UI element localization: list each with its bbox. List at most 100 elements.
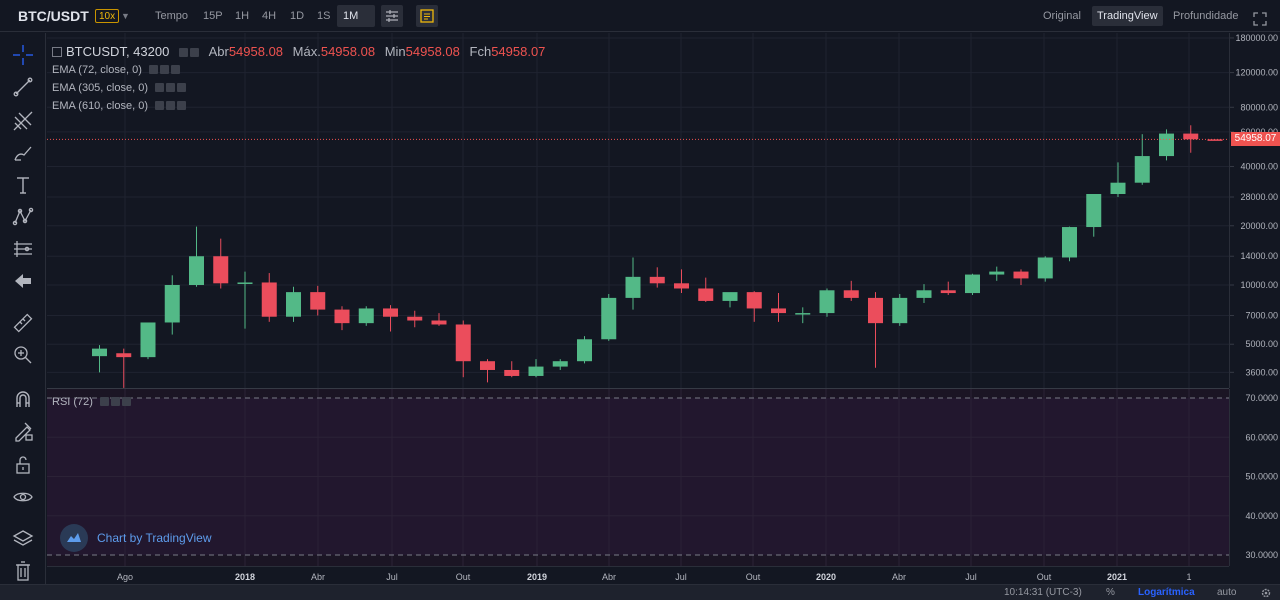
candle-body — [164, 285, 180, 323]
price-chart[interactable] — [47, 33, 1229, 388]
tab-profundidade[interactable]: Profundidade — [1173, 10, 1239, 22]
candle-body — [407, 316, 423, 321]
crosshair-icon[interactable] — [11, 43, 35, 67]
notes-icon[interactable] — [416, 5, 438, 27]
prediction-icon[interactable] — [11, 237, 35, 261]
visibility-icon[interactable] — [100, 397, 110, 406]
close-icon[interactable] — [177, 101, 187, 110]
close-icon[interactable] — [122, 397, 132, 406]
tab-original[interactable]: Original — [1043, 10, 1081, 22]
ema-72-legend: EMA (72, close, 0) — [52, 62, 180, 78]
percent-toggle[interactable]: % — [1106, 587, 1115, 598]
leverage-badge[interactable]: 10x — [95, 9, 120, 23]
candle-body — [1207, 139, 1223, 141]
candle-body — [528, 366, 544, 376]
settings-icon[interactable] — [111, 397, 121, 406]
candle-body — [674, 283, 689, 289]
settings-icon[interactable] — [159, 65, 169, 74]
candle-body — [1013, 271, 1029, 279]
time-tick-label: 2018 — [235, 572, 255, 582]
lock-drawing-icon[interactable] — [11, 419, 35, 443]
visibility-icon[interactable] — [178, 48, 188, 57]
ema-610-label: EMA (610, close, 0) — [52, 100, 148, 112]
low-label: Min — [384, 44, 406, 59]
candle-body — [1159, 133, 1174, 157]
candle-body — [237, 282, 253, 284]
unlock-icon[interactable] — [11, 453, 35, 477]
trendline-icon[interactable] — [11, 75, 35, 99]
time-tick-label: Jul — [965, 572, 977, 582]
interval-1h[interactable]: 1H — [235, 10, 250, 22]
time-tick-label: 2019 — [527, 572, 547, 582]
candle-body — [916, 290, 932, 298]
ruler-icon[interactable] — [11, 311, 35, 335]
tab-tradingview[interactable]: TradingView — [1092, 6, 1163, 26]
eye-icon[interactable] — [11, 485, 35, 509]
price-tick-label: 180000.00 — [1235, 33, 1278, 43]
gear-icon[interactable] — [1260, 587, 1272, 599]
high-value: 54958.08 — [320, 44, 376, 59]
settings-icon[interactable] — [166, 101, 176, 110]
rsi-pane[interactable] — [47, 389, 1229, 566]
tradingview-watermark[interactable]: Chart by TradingView — [60, 524, 230, 552]
interval-4h[interactable]: 4H — [262, 10, 277, 22]
candle-body — [1037, 257, 1053, 279]
trash-icon[interactable] — [11, 559, 35, 583]
candle-body — [649, 276, 665, 284]
zoom-in-icon[interactable] — [11, 343, 35, 367]
layers-icon[interactable] — [11, 527, 35, 551]
magnet-icon[interactable] — [11, 387, 35, 411]
rsi-axis[interactable]: 70.0000 60.0000 50.0000 40.0000 30.0000 — [1229, 389, 1280, 566]
brush-icon[interactable] — [11, 141, 35, 165]
fullscreen-icon[interactable] — [1252, 8, 1268, 26]
rsi-svg[interactable] — [47, 389, 1229, 566]
interval-tempo[interactable]: Tempo — [155, 10, 189, 22]
time-axis[interactable]: Ago 2018 Abr Jul Out 2019 Abr Jul Out 2020 Abr Jul O… — [47, 566, 1229, 584]
collapse-icon[interactable] — [52, 47, 62, 57]
symbol-pair[interactable]: BTC/USDT — [18, 8, 89, 24]
pattern-icon[interactable] — [11, 205, 35, 229]
candle-body — [819, 290, 835, 314]
candle-body — [334, 309, 350, 324]
price-axis-svg: 180000.00 120000.00 80000.00 60000.00 40000.… — [1230, 33, 1278, 377]
candle-body — [698, 288, 714, 301]
candle-body — [843, 290, 859, 298]
clock-time[interactable]: 10:14:31 (UTC-3) — [1004, 587, 1082, 598]
pitchfork-icon[interactable] — [11, 109, 35, 133]
visibility-icon[interactable] — [148, 65, 158, 74]
interval-1m[interactable]: 1M ▼ — [337, 5, 375, 43]
candle-body — [795, 313, 811, 315]
ema-72-label: EMA (72, close, 0) — [52, 64, 142, 76]
chevron-down-icon[interactable]: ▼ — [121, 11, 130, 21]
candle-body — [868, 297, 883, 324]
rsi-legend: RSI (72) — [52, 394, 132, 410]
interval-15p[interactable]: 15P — [203, 10, 223, 22]
candle-body — [771, 308, 786, 314]
pane-divider[interactable] — [47, 388, 1229, 389]
settings-icon[interactable] — [166, 83, 176, 92]
auto-scale-toggle[interactable]: auto — [1217, 587, 1237, 598]
visibility-icon[interactable] — [155, 83, 165, 92]
candle-body — [1110, 182, 1126, 195]
price-axis[interactable]: 180000.00 120000.00 80000.00 60000.00 40000.… — [1229, 33, 1280, 388]
log-scale-toggle[interactable]: Logarítmica — [1138, 587, 1195, 598]
visibility-icon[interactable] — [155, 101, 165, 110]
close-icon[interactable] — [170, 65, 180, 74]
price-tick-label: 10000.00 — [1240, 280, 1278, 290]
interval-1s[interactable]: 1S — [317, 10, 331, 22]
candle-body — [892, 297, 908, 324]
text-tool-icon[interactable] — [11, 173, 35, 197]
candle-body — [722, 292, 738, 301]
time-tick-label: Jul — [386, 572, 398, 582]
interval-1d[interactable]: 1D — [290, 10, 305, 22]
price-chart-svg[interactable] — [47, 33, 1229, 388]
candle-body — [504, 369, 520, 376]
candle-body — [965, 274, 980, 294]
close-icon[interactable] — [177, 83, 187, 92]
candle-body — [1183, 133, 1199, 140]
ema-610-legend: EMA (610, close, 0) — [52, 98, 187, 114]
time-tick-label: Jul — [675, 572, 687, 582]
settings-icon[interactable] — [189, 48, 199, 57]
arrow-left-icon[interactable] — [11, 269, 35, 293]
indicator-settings-icon[interactable] — [381, 5, 403, 27]
